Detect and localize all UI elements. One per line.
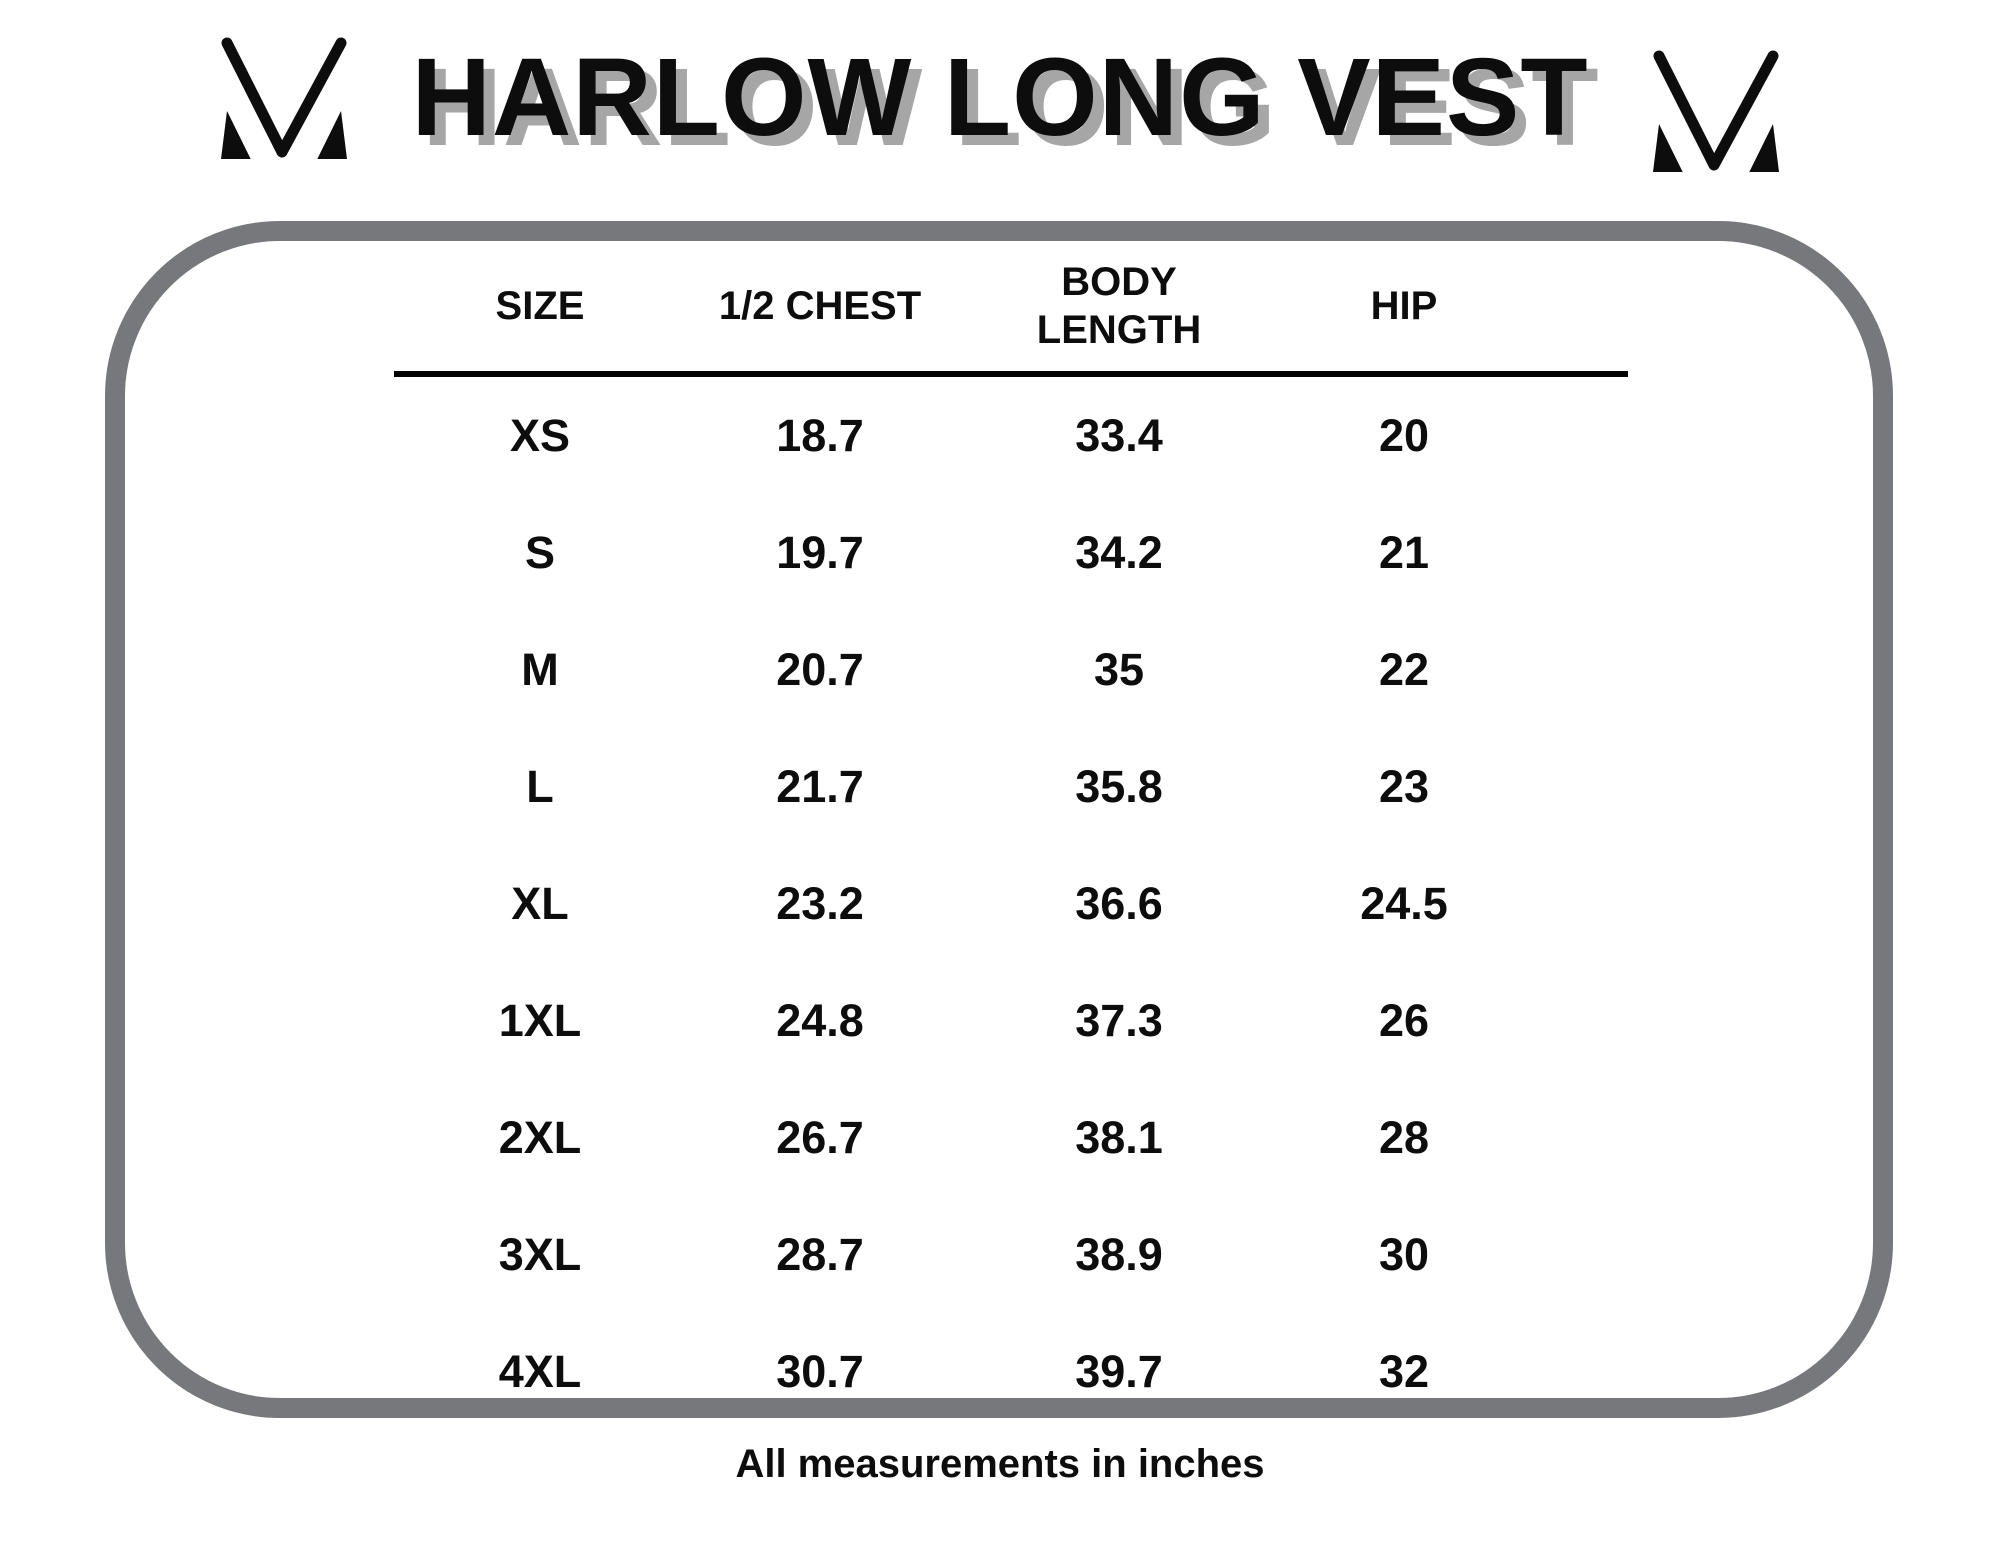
- cell-body-length: 34.2: [1075, 526, 1163, 578]
- cell-hip: 32: [1378, 1345, 1430, 1397]
- table-header-row: SIZE 1/2 CHEST BODY LENGTH HIP: [394, 241, 1628, 377]
- col-header-half-chest: 1/2 CHEST: [718, 284, 922, 328]
- cell-body-length: 36.6: [1075, 877, 1163, 929]
- col-header-size: SIZE: [495, 284, 585, 328]
- cell-hip: 20: [1378, 409, 1430, 461]
- cell-size: XL: [511, 877, 569, 929]
- footnote: All measurements in inches: [735, 1442, 1265, 1486]
- cell-half-chest: 28.7: [776, 1228, 864, 1280]
- table-row: L 21.7 35.8 23: [394, 728, 1628, 845]
- table-row: XL 23.2 36.6 24.5: [394, 845, 1628, 962]
- cell-size: 3XL: [498, 1228, 582, 1280]
- cell-hip: 23: [1378, 760, 1430, 812]
- col-header-body-length: BODY LENGTH: [1036, 260, 1202, 352]
- cell-half-chest: 24.8: [776, 994, 864, 1046]
- cell-half-chest: 21.7: [776, 760, 864, 812]
- table-row: M 20.7 35 22: [394, 611, 1628, 728]
- table-row: S 19.7 34.2 21: [394, 494, 1628, 611]
- cell-body-length: 38.1: [1075, 1111, 1163, 1163]
- cell-half-chest: 30.7: [776, 1345, 864, 1397]
- masthead: HARLOW LONG VEST: [0, 30, 2000, 172]
- cell-half-chest: 26.7: [776, 1111, 864, 1163]
- cell-size: L: [526, 760, 554, 812]
- cell-size: 4XL: [498, 1345, 582, 1397]
- table-row: 4XL 30.7 39.7 32: [394, 1313, 1628, 1430]
- table-row: 1XL 24.8 37.3 26: [394, 962, 1628, 1079]
- cell-size: 2XL: [498, 1111, 582, 1163]
- cell-size: 1XL: [498, 994, 582, 1046]
- cell-body-length: 33.4: [1075, 409, 1163, 461]
- cell-body-length: 37.3: [1075, 994, 1163, 1046]
- cell-hip: 21: [1378, 526, 1430, 578]
- m-monogram-icon: [1652, 49, 1779, 172]
- size-chart-frame: SIZE 1/2 CHEST BODY LENGTH HIP XS 18.7 3…: [105, 221, 1893, 1418]
- cell-half-chest: 23.2: [776, 877, 864, 929]
- cell-size: S: [524, 526, 555, 578]
- table-row: 3XL 28.7 38.9 30: [394, 1196, 1628, 1313]
- cell-hip: 30: [1378, 1228, 1430, 1280]
- cell-body-length: 35: [1093, 643, 1145, 695]
- m-monogram-icon: [221, 36, 348, 159]
- size-chart-table: SIZE 1/2 CHEST BODY LENGTH HIP XS 18.7 3…: [394, 241, 1628, 1430]
- cell-half-chest: 19.7: [776, 526, 864, 578]
- table-row: XS 18.7 33.4 20: [394, 377, 1628, 494]
- cell-hip: 28: [1378, 1111, 1430, 1163]
- table-row: 2XL 26.7 38.1 28: [394, 1079, 1628, 1196]
- cell-size: XS: [509, 409, 571, 461]
- cell-body-length: 35.8: [1075, 760, 1163, 812]
- page-title: HARLOW LONG VEST: [411, 35, 1589, 159]
- cell-body-length: 39.7: [1075, 1345, 1163, 1397]
- cell-half-chest: 18.7: [776, 409, 864, 461]
- cell-hip: 26: [1378, 994, 1430, 1046]
- cell-body-length: 38.9: [1075, 1228, 1163, 1280]
- cell-half-chest: 20.7: [776, 643, 864, 695]
- cell-hip: 22: [1378, 643, 1430, 695]
- col-header-hip: HIP: [1370, 284, 1438, 328]
- cell-size: M: [521, 643, 559, 695]
- cell-hip: 24.5: [1360, 877, 1448, 929]
